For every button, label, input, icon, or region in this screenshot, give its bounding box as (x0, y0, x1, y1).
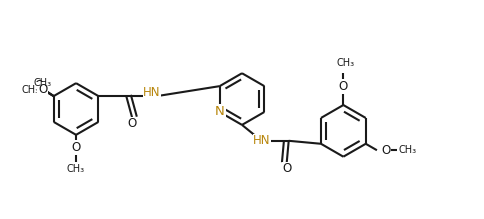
Text: CH₃: CH₃ (398, 145, 416, 155)
Text: N: N (214, 106, 224, 118)
Text: O: O (282, 162, 291, 175)
Text: CH₃: CH₃ (22, 85, 40, 95)
Text: O: O (28, 83, 37, 96)
Text: O: O (127, 117, 136, 130)
Text: HN: HN (143, 86, 161, 99)
Text: O: O (38, 83, 47, 96)
Text: O: O (34, 79, 44, 92)
Text: CH₃: CH₃ (67, 164, 85, 174)
Text: HN: HN (253, 134, 270, 147)
Text: O: O (71, 141, 80, 154)
Text: CH₃: CH₃ (33, 78, 51, 88)
Text: O: O (380, 144, 389, 157)
Text: O: O (338, 80, 347, 93)
Text: CH₃: CH₃ (335, 58, 354, 68)
